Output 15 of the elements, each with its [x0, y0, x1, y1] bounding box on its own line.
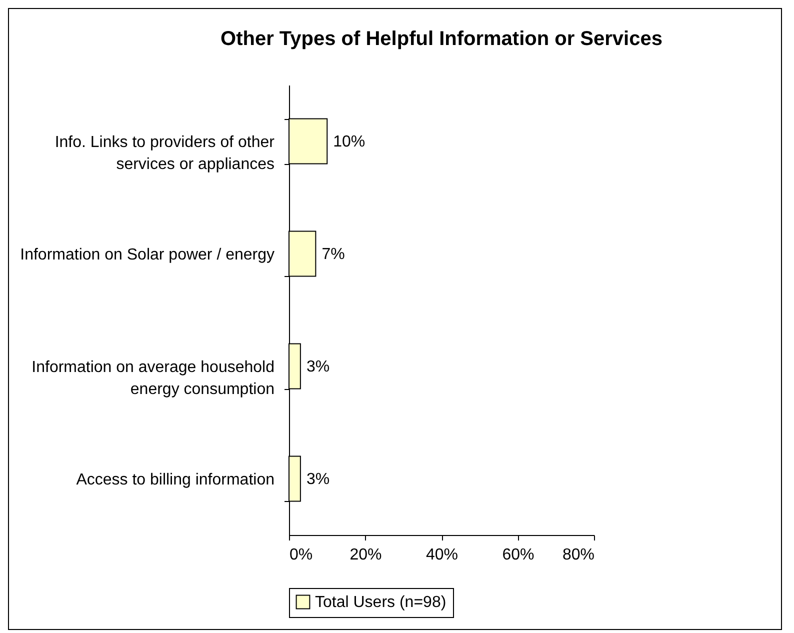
data-label: 10%	[333, 133, 366, 150]
x-tick-label: 40%	[426, 546, 458, 564]
x-tick-label: 80%	[562, 546, 594, 564]
chart-title: Other Types of Helpful Information or Services	[220, 28, 662, 50]
y-tick-label: Information on average household energy consumption	[32, 358, 274, 398]
legend-label: Total Users (n=98)	[315, 594, 446, 611]
x-tick-label: 60%	[502, 546, 534, 564]
data-label: 3%	[306, 470, 330, 488]
data-label: 7%	[322, 246, 345, 263]
x-tick-label: 0%	[290, 546, 313, 564]
data-label: 3%	[306, 358, 330, 376]
x-tick-label: 20%	[350, 546, 382, 564]
y-tick-label: Information on Solar power / energy	[20, 246, 274, 264]
y-tick-label: Info. Links to providers of other services or appliances	[54, 134, 276, 173]
y-tick-label: Access to billing information	[76, 471, 274, 488]
